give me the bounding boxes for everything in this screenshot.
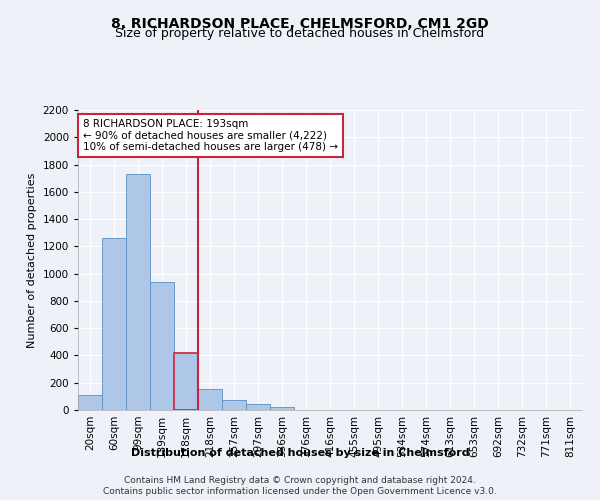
Bar [78, 396, 102, 410]
Y-axis label: Number of detached properties: Number of detached properties [27, 172, 37, 348]
Text: Contains public sector information licensed under the Open Government Licence v3: Contains public sector information licen… [103, 488, 497, 496]
Bar [150, 282, 174, 410]
Bar [246, 404, 270, 410]
Bar [174, 354, 198, 410]
Bar [222, 400, 246, 410]
Text: Distribution of detached houses by size in Chelmsford: Distribution of detached houses by size … [131, 448, 469, 458]
Bar [102, 238, 126, 410]
Text: 8 RICHARDSON PLACE: 193sqm
← 90% of detached houses are smaller (4,222)
10% of s: 8 RICHARDSON PLACE: 193sqm ← 90% of deta… [83, 119, 338, 152]
Text: Contains HM Land Registry data © Crown copyright and database right 2024.: Contains HM Land Registry data © Crown c… [124, 476, 476, 485]
Text: Size of property relative to detached houses in Chelmsford: Size of property relative to detached ho… [115, 28, 485, 40]
Bar [198, 390, 222, 410]
Text: 8, RICHARDSON PLACE, CHELMSFORD, CM1 2GD: 8, RICHARDSON PLACE, CHELMSFORD, CM1 2GD [111, 18, 489, 32]
Bar [270, 406, 294, 410]
Bar [126, 174, 150, 410]
